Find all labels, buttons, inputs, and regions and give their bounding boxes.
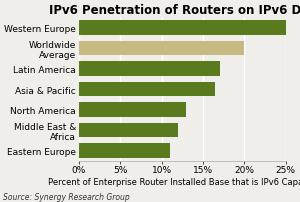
- Bar: [79, 41, 244, 56]
- Bar: [79, 62, 220, 77]
- X-axis label: Percent of Enterprise Router Installed Base that is IPv6 Capable: Percent of Enterprise Router Installed B…: [48, 177, 300, 186]
- Bar: [79, 82, 215, 97]
- Text: Source: Synergy Research Group: Source: Synergy Research Group: [3, 192, 130, 201]
- Bar: [79, 21, 300, 36]
- Bar: [79, 143, 170, 158]
- Title: IPv6 Penetration of Routers on IPv6 Day: IPv6 Penetration of Routers on IPv6 Day: [49, 4, 300, 17]
- Bar: [79, 123, 178, 138]
- Bar: [79, 103, 187, 117]
